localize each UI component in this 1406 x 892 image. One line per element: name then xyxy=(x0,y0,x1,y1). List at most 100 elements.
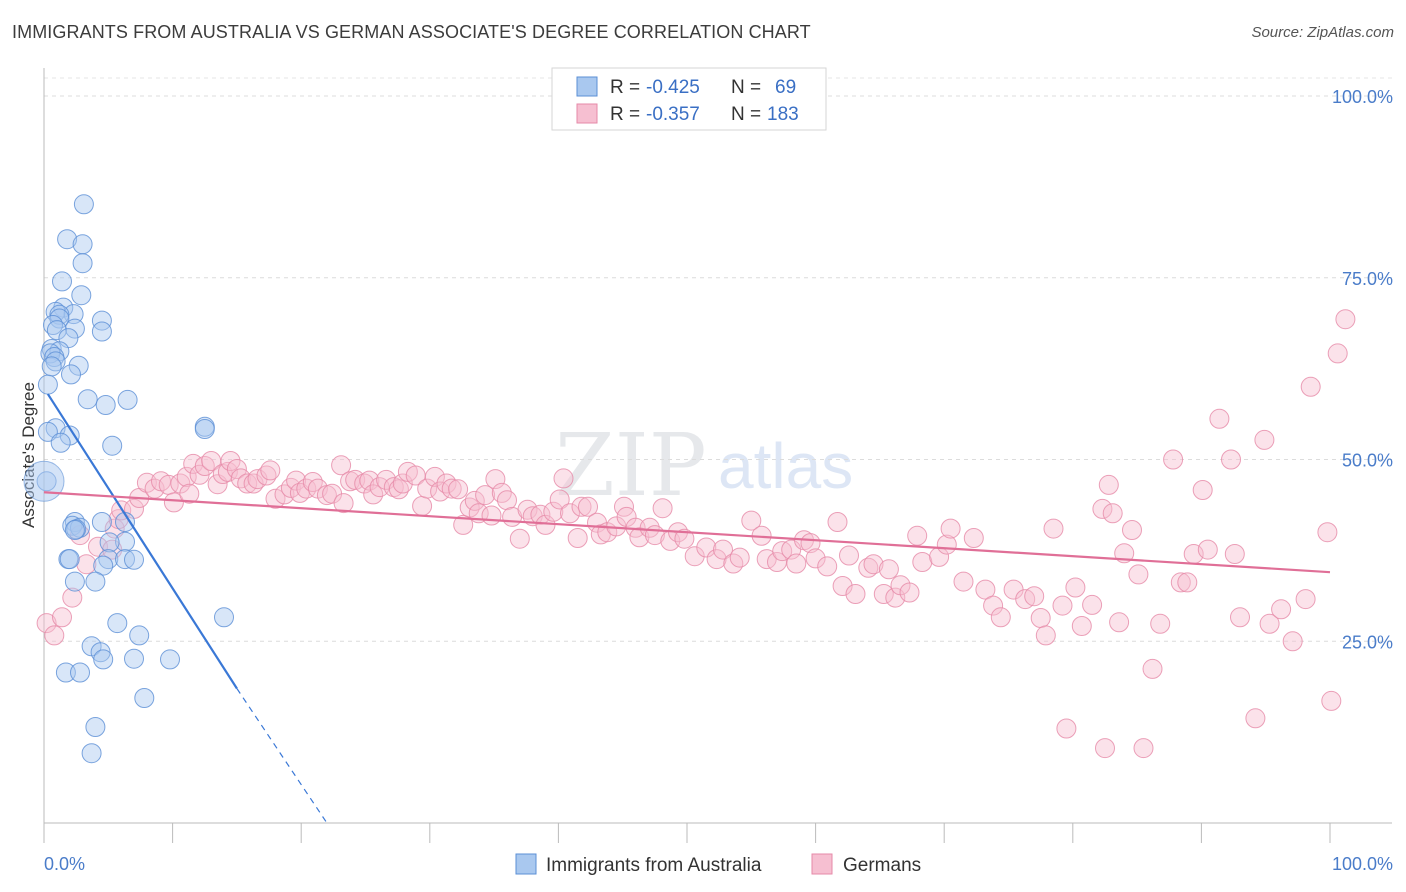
point-germans-174 xyxy=(1282,631,1303,652)
point-germans-1 xyxy=(44,625,65,646)
point-germans-84 xyxy=(553,468,574,489)
point-germans-102 xyxy=(674,528,695,549)
point-germans-177 xyxy=(1317,522,1338,543)
point-germans-36 xyxy=(265,488,286,509)
point-australia-1 xyxy=(57,229,78,250)
point-germans-168 xyxy=(1224,544,1245,564)
y-tick-label-100: 100.0% xyxy=(1332,87,1393,107)
point-germans-38 xyxy=(280,477,301,498)
point-australia-50 xyxy=(124,549,144,570)
point-germans-175 xyxy=(1295,589,1316,610)
point-germans-47 xyxy=(333,493,354,514)
point-australia-22 xyxy=(68,355,89,376)
point-germans-74 xyxy=(491,482,512,503)
point-germans-39 xyxy=(286,470,307,491)
point-germans-20 xyxy=(179,483,200,504)
legend-r-value-germans: -0.357 xyxy=(646,104,700,125)
point-germans-183 xyxy=(1133,738,1154,759)
point-germans-63 xyxy=(430,481,451,502)
point-australia-62 xyxy=(55,662,76,683)
point-germans-119 xyxy=(817,556,838,577)
point-australia-42 xyxy=(66,519,87,540)
bottom-legend-label-australia: Immigrants from Australia xyxy=(546,855,762,876)
point-germans-148 xyxy=(1065,577,1086,598)
point-germans-173 xyxy=(1271,599,1292,620)
point-germans-139 xyxy=(983,595,1004,616)
watermark-atlas: atlas xyxy=(718,430,853,502)
point-germans-162 xyxy=(1177,572,1198,593)
y-tick-label-75: 75.0% xyxy=(1342,269,1393,289)
point-germans-103 xyxy=(684,546,705,567)
point-germans-97 xyxy=(639,517,660,538)
legend-swatch-germans xyxy=(576,103,598,124)
point-germans-109 xyxy=(741,510,762,531)
point-germans-143 xyxy=(1024,586,1045,607)
point-australia-59 xyxy=(93,649,114,670)
point-germans-149 xyxy=(1071,616,1092,636)
legend-r-label-germans: R = xyxy=(610,104,640,125)
point-germans-65 xyxy=(441,478,462,499)
point-germans-158 xyxy=(1142,658,1163,679)
point-germans-67 xyxy=(453,514,474,535)
bottom-legend-label-germans: Germans xyxy=(843,855,921,876)
point-australia-66 xyxy=(81,743,102,764)
point-germans-137 xyxy=(963,528,984,548)
point-germans-150 xyxy=(1082,594,1103,615)
y-tick-label-25: 25.0% xyxy=(1342,632,1393,652)
point-australia-51 xyxy=(93,555,114,576)
point-germans-165 xyxy=(1197,539,1218,560)
trendline-germans xyxy=(43,491,1331,574)
trend-lines xyxy=(43,393,1331,824)
point-germans-130 xyxy=(899,582,920,603)
point-australia-28 xyxy=(95,395,116,415)
y-axis-label: Associate's Degree xyxy=(19,382,38,528)
point-germans-127 xyxy=(878,559,899,580)
point-germans-19 xyxy=(176,466,197,487)
point-germans-151 xyxy=(1092,498,1113,519)
point-germans-99 xyxy=(652,498,673,519)
series-germans-points xyxy=(36,309,1356,759)
point-germans-179 xyxy=(1327,343,1348,364)
point-germans-85 xyxy=(560,503,580,524)
legend-swatch-australia xyxy=(576,76,598,97)
point-germans-28 xyxy=(220,451,241,471)
point-germans-0 xyxy=(36,613,57,634)
point-australia-61 xyxy=(124,648,144,669)
point-germans-152 xyxy=(1098,474,1119,495)
x-tick-label-left: 0.0% xyxy=(44,854,85,874)
point-germans-169 xyxy=(1230,607,1250,628)
point-germans-122 xyxy=(839,545,859,566)
point-germans-154 xyxy=(1109,612,1130,633)
trendline-australia xyxy=(46,393,238,690)
point-australia-33 xyxy=(37,421,58,442)
point-australia-63 xyxy=(70,662,90,683)
point-australia-44 xyxy=(115,531,135,552)
point-germans-104 xyxy=(696,537,717,558)
trendline-australia-extension xyxy=(236,688,328,824)
point-germans-66 xyxy=(448,479,469,500)
point-germans-42 xyxy=(302,472,323,492)
point-australia-11 xyxy=(91,310,112,331)
legend-box xyxy=(551,67,827,131)
x-tick-labels: 0.0% 100.0% xyxy=(44,854,1393,874)
point-germans-180 xyxy=(1335,309,1356,330)
point-germans-166 xyxy=(1209,408,1230,429)
point-germans-146 xyxy=(1043,518,1064,539)
point-germans-61 xyxy=(417,478,438,499)
point-australia-43 xyxy=(64,520,85,540)
point-australia-53 xyxy=(85,571,106,592)
point-australia-23 xyxy=(41,356,62,377)
point-australia-large xyxy=(23,460,65,502)
source-credit: Source: ZipAtlas.com xyxy=(1251,24,1394,41)
point-germans-60 xyxy=(412,496,433,516)
point-germans-86 xyxy=(567,528,588,548)
point-germans-82 xyxy=(543,501,564,522)
legend-r-label-australia: R = xyxy=(610,77,640,98)
point-germans-108 xyxy=(729,547,750,568)
point-germans-83 xyxy=(549,489,570,510)
point-germans-138 xyxy=(975,579,996,600)
point-germans-80 xyxy=(530,504,551,525)
point-germans-181 xyxy=(1056,718,1077,739)
point-germans-176 xyxy=(1300,376,1321,397)
point-germans-159 xyxy=(1150,613,1171,634)
